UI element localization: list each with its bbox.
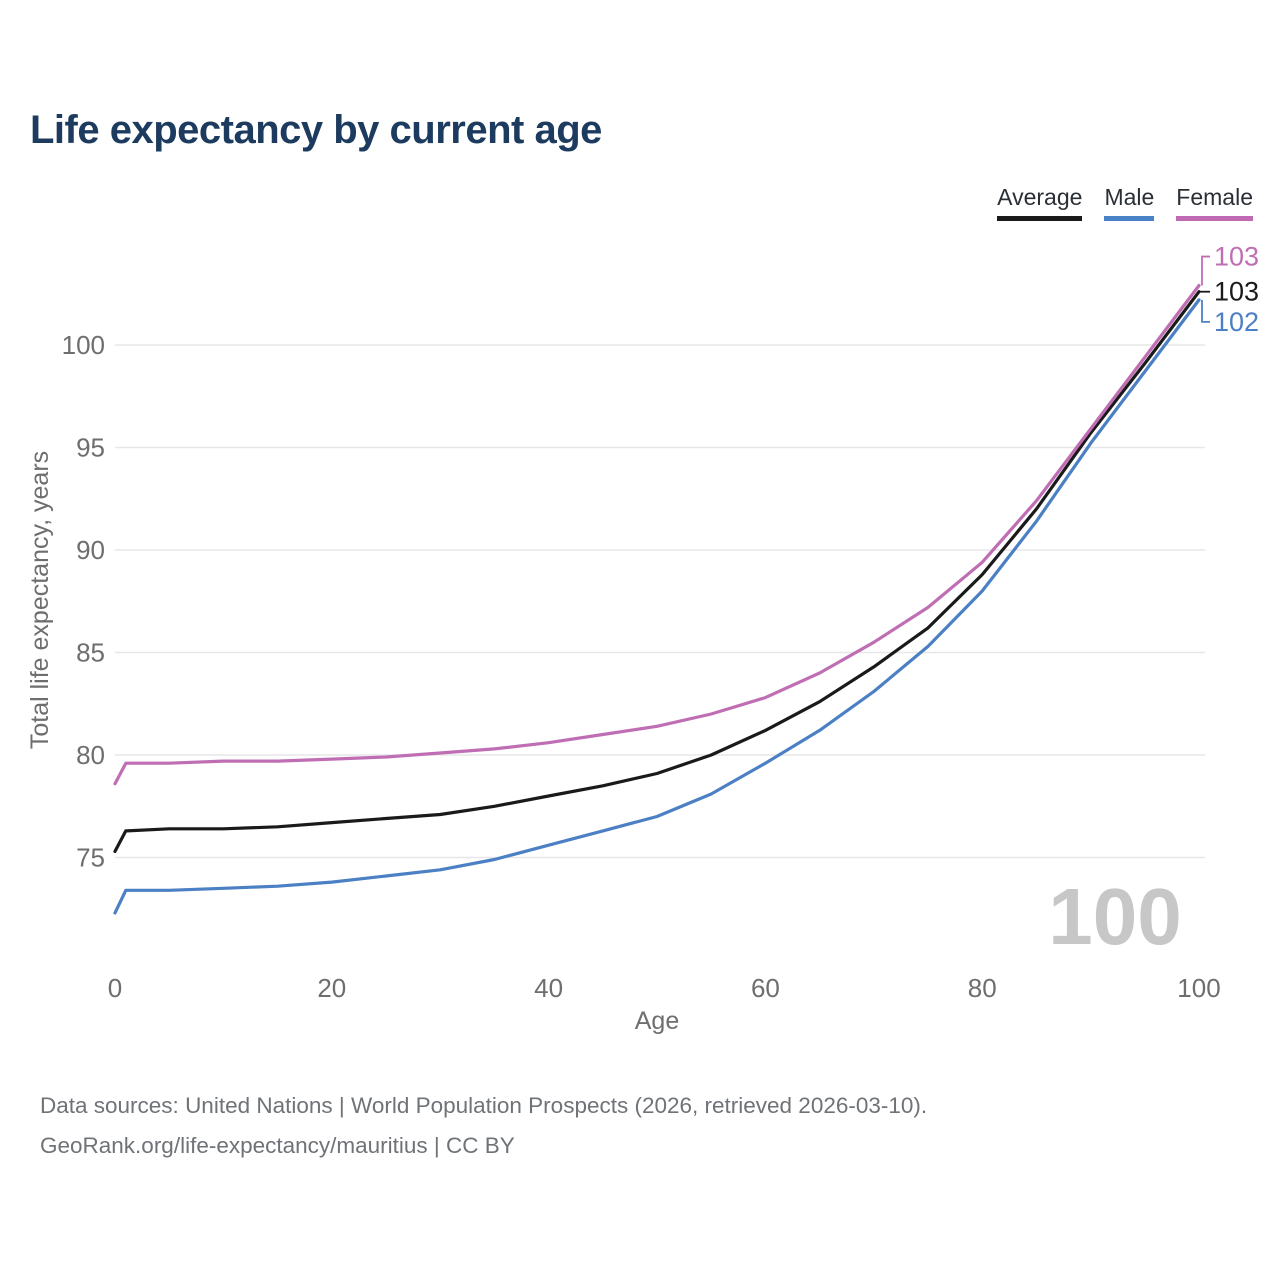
x-tick-label: 20 (317, 973, 346, 1003)
legend-item-male[interactable]: Male (1104, 186, 1155, 221)
page-title: Life expectancy by current age (30, 108, 602, 152)
series-line-male (113, 298, 1201, 915)
legend-item-female[interactable]: Female (1176, 186, 1253, 221)
footer: Data sources: United Nations | World Pop… (40, 1086, 927, 1166)
x-tick-label: 80 (968, 973, 997, 1003)
series-line-average (113, 290, 1201, 854)
age-watermark: 100 (1048, 872, 1181, 961)
x-axis-title: Age (635, 1007, 679, 1035)
footer-attribution: GeoRank.org/life-expectancy/mauritius | … (40, 1133, 515, 1158)
x-tick-label: 60 (751, 973, 780, 1003)
legend: Average Male Female (997, 186, 1253, 221)
y-tick-label: 85 (76, 638, 105, 668)
end-label-bracket-female (1201, 255, 1210, 286)
end-value-label-male: 102 (1214, 307, 1259, 337)
end-value-label-average: 103 (1214, 277, 1259, 307)
y-tick-label: 100 (62, 330, 105, 360)
end-value-label-female: 103 (1214, 242, 1259, 272)
legend-item-average[interactable]: Average (997, 186, 1083, 221)
y-axis-title: Total life expectancy, years (26, 451, 54, 749)
y-tick-label: 80 (76, 740, 105, 770)
x-tick-label: 40 (534, 973, 563, 1003)
end-label-bracket-male (1201, 299, 1210, 323)
footer-data-sources: Data sources: United Nations | World Pop… (40, 1093, 928, 1118)
x-tick-label: 0 (108, 973, 122, 1003)
x-tick-label: 100 (1177, 973, 1220, 1003)
series-line-female (113, 283, 1201, 786)
y-tick-label: 95 (76, 433, 105, 463)
y-tick-label: 75 (76, 843, 105, 873)
y-tick-label: 90 (76, 535, 105, 565)
